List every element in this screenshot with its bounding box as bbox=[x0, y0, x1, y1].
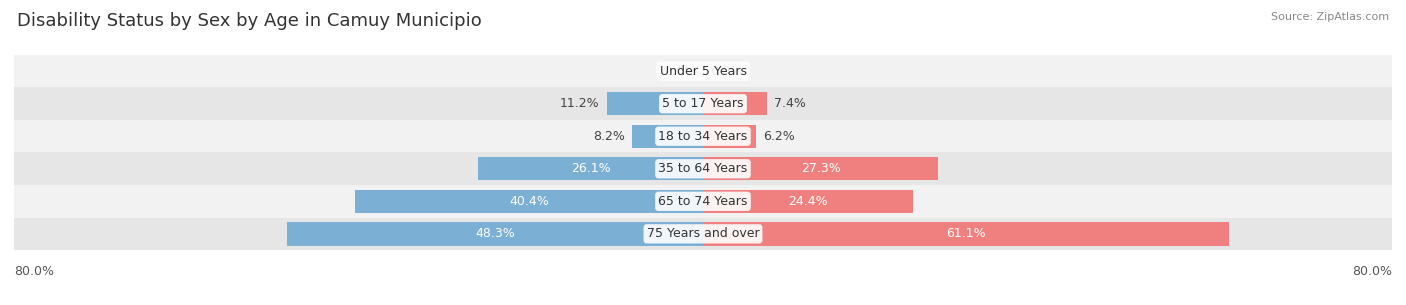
Bar bbox=[14, 152, 1392, 185]
Text: 8.2%: 8.2% bbox=[593, 130, 626, 143]
Text: 35 to 64 Years: 35 to 64 Years bbox=[658, 162, 748, 175]
Text: 11.2%: 11.2% bbox=[560, 97, 599, 110]
Text: 40.4%: 40.4% bbox=[509, 195, 548, 208]
Text: Disability Status by Sex by Age in Camuy Municipio: Disability Status by Sex by Age in Camuy… bbox=[17, 12, 482, 30]
Text: 75 Years and over: 75 Years and over bbox=[647, 227, 759, 240]
Text: 80.0%: 80.0% bbox=[14, 265, 53, 278]
Bar bbox=[703, 157, 938, 181]
Text: 27.3%: 27.3% bbox=[800, 162, 841, 175]
Text: 80.0%: 80.0% bbox=[1353, 265, 1392, 278]
Text: 48.3%: 48.3% bbox=[475, 227, 515, 240]
Bar bbox=[14, 120, 1392, 152]
Bar bbox=[14, 217, 1392, 250]
Text: 6.2%: 6.2% bbox=[763, 130, 794, 143]
Bar bbox=[703, 92, 766, 115]
Bar bbox=[287, 222, 703, 246]
Bar bbox=[606, 92, 703, 115]
Bar bbox=[14, 185, 1392, 217]
Text: 0.0%: 0.0% bbox=[664, 65, 696, 78]
Text: 18 to 34 Years: 18 to 34 Years bbox=[658, 130, 748, 143]
Text: 61.1%: 61.1% bbox=[946, 227, 986, 240]
Text: Under 5 Years: Under 5 Years bbox=[659, 65, 747, 78]
Legend: Male, Female: Male, Female bbox=[626, 303, 780, 305]
Bar bbox=[478, 157, 703, 181]
Bar bbox=[356, 190, 703, 213]
Bar bbox=[633, 124, 703, 148]
Bar bbox=[703, 190, 912, 213]
Text: 5 to 17 Years: 5 to 17 Years bbox=[662, 97, 744, 110]
Bar bbox=[703, 222, 1229, 246]
Bar bbox=[14, 55, 1392, 88]
Text: 0.0%: 0.0% bbox=[710, 65, 742, 78]
Bar bbox=[703, 124, 756, 148]
Bar bbox=[14, 88, 1392, 120]
Text: 7.4%: 7.4% bbox=[773, 97, 806, 110]
Text: 65 to 74 Years: 65 to 74 Years bbox=[658, 195, 748, 208]
Text: 26.1%: 26.1% bbox=[571, 162, 610, 175]
Text: 24.4%: 24.4% bbox=[789, 195, 828, 208]
Text: Source: ZipAtlas.com: Source: ZipAtlas.com bbox=[1271, 12, 1389, 22]
